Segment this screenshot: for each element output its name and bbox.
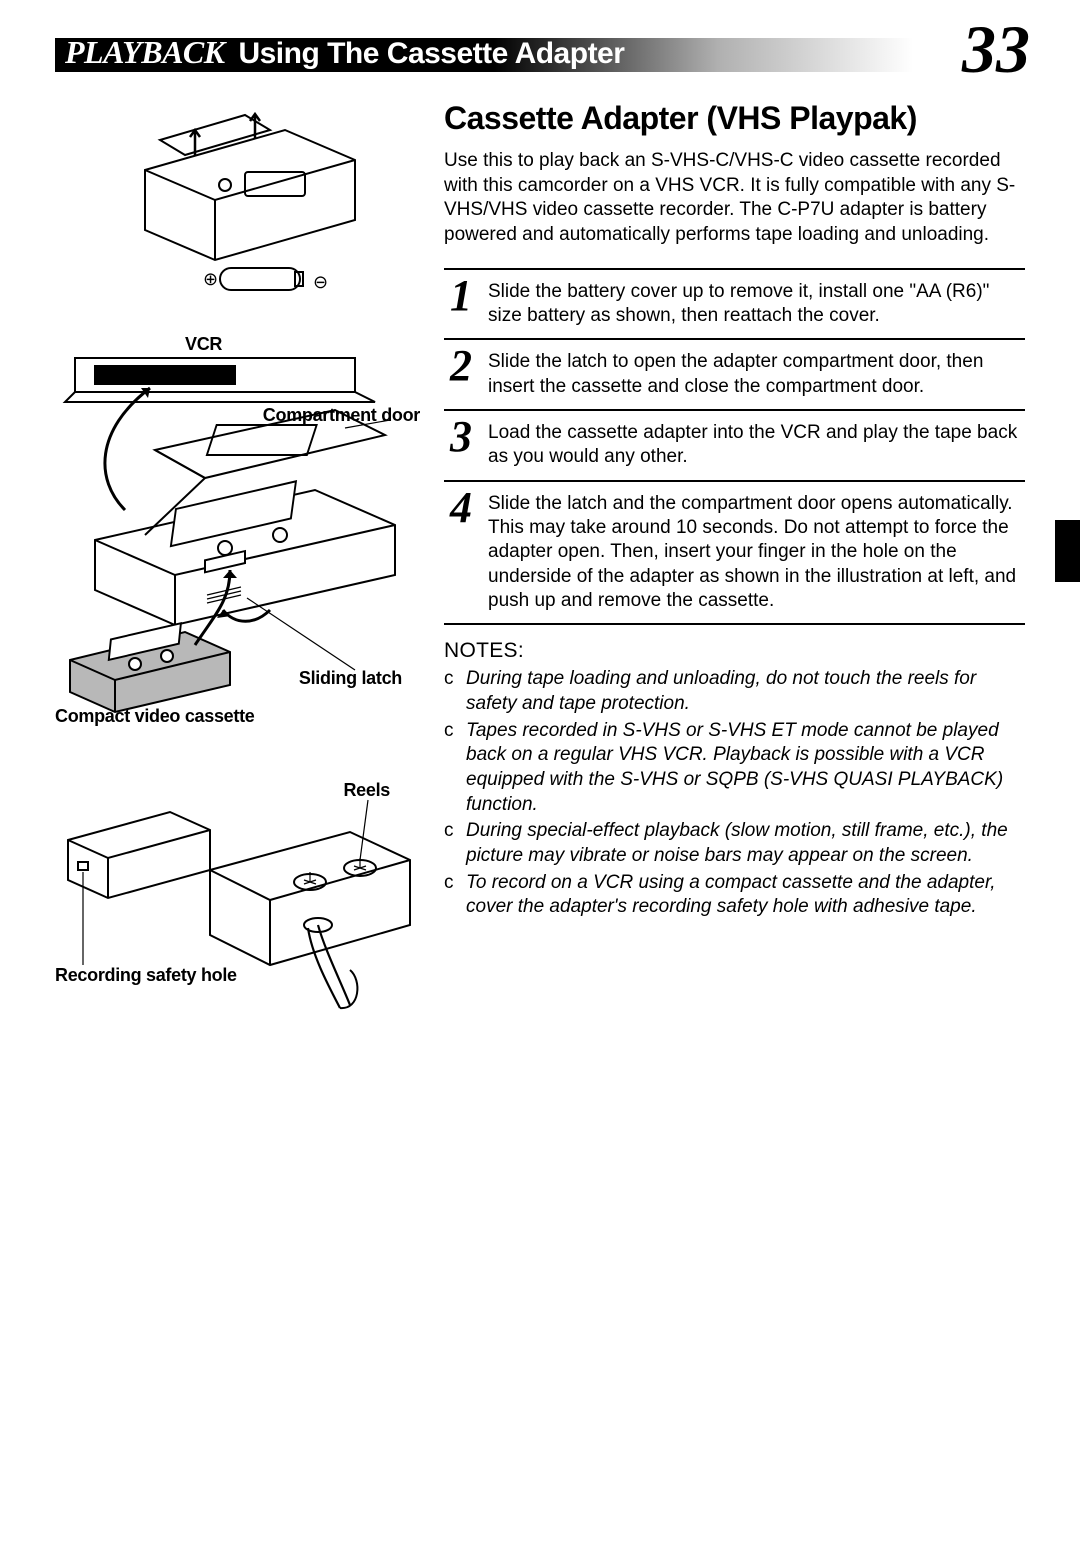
step-item: 2 Slide the latch to open the adapter co… [444,340,1025,411]
step-number: 3 [444,417,478,470]
sliding-latch-label: Sliding latch [299,668,402,689]
vcr-label: VCR [185,334,222,355]
step-item: 4 Slide the latch and the compartment do… [444,482,1025,626]
content-area: ⊕ ⊖ VCR Compartment door Sliding latch C… [0,80,1080,1010]
step-number: 4 [444,488,478,614]
page-tab-marker [1055,520,1080,582]
note-text: During tape loading and unloading, do no… [466,667,1025,716]
note-text: During special-effect playback (slow mot… [466,819,1025,868]
steps-list: 1 Slide the battery cover up to remove i… [444,268,1025,625]
step-text: Load the cassette adapter into the VCR a… [488,417,1025,470]
notes-list: c During tape loading and unloading, do … [444,667,1025,920]
article-title: Cassette Adapter (VHS Playpak) [444,100,1025,137]
figure-vcr-loading: VCR Compartment door Sliding latch Compa… [55,330,420,740]
note-text: To record on a VCR using a compact casse… [466,871,1025,920]
article-intro: Use this to play back an S-VHS-C/VHS-C v… [444,149,1025,248]
header-title: PLAYBACK Using The Cassette Adapter [65,34,624,71]
compartment-door-label: Compartment door [240,405,420,426]
step-text: Slide the battery cover up to remove it,… [488,276,1025,329]
header-subtitle: Using The Cassette Adapter [238,37,624,70]
header-section: PLAYBACK [65,34,225,70]
step-number: 1 [444,276,478,329]
page-number: 33 [962,10,1030,89]
note-bullet: c [444,667,458,716]
illustrations-column: ⊕ ⊖ VCR Compartment door Sliding latch C… [55,100,420,1010]
step-text: Slide the latch to open the adapter comp… [488,346,1025,399]
note-item: c To record on a VCR using a compact cas… [444,871,1025,920]
text-column: Cassette Adapter (VHS Playpak) Use this … [444,100,1025,1010]
page-header: PLAYBACK Using The Cassette Adapter 33 [55,30,1030,80]
step-item: 1 Slide the battery cover up to remove i… [444,270,1025,341]
note-bullet: c [444,819,458,868]
figure-reels: Reels Recording safety hole [55,780,420,1010]
notes-heading: NOTES: [444,639,1025,663]
plus-symbol: ⊕ [203,269,218,289]
note-text: Tapes recorded in S-VHS or S-VHS ET mode… [466,719,1025,818]
minus-symbol: ⊖ [313,272,328,292]
compact-cassette-label: Compact video cassette [55,706,254,727]
note-item: c During special-effect playback (slow m… [444,819,1025,868]
step-text: Slide the latch and the compartment door… [488,488,1025,614]
step-item: 3 Load the cassette adapter into the VCR… [444,411,1025,482]
figure-battery-install: ⊕ ⊖ [125,100,420,300]
note-bullet: c [444,719,458,818]
step-number: 2 [444,346,478,399]
note-item: c Tapes recorded in S-VHS or S-VHS ET mo… [444,719,1025,818]
note-item: c During tape loading and unloading, do … [444,667,1025,716]
note-bullet: c [444,871,458,920]
recording-safety-hole-label: Recording safety hole [55,965,237,986]
reels-label: Reels [343,780,390,801]
battery-illustration-svg: ⊕ ⊖ [125,100,375,300]
